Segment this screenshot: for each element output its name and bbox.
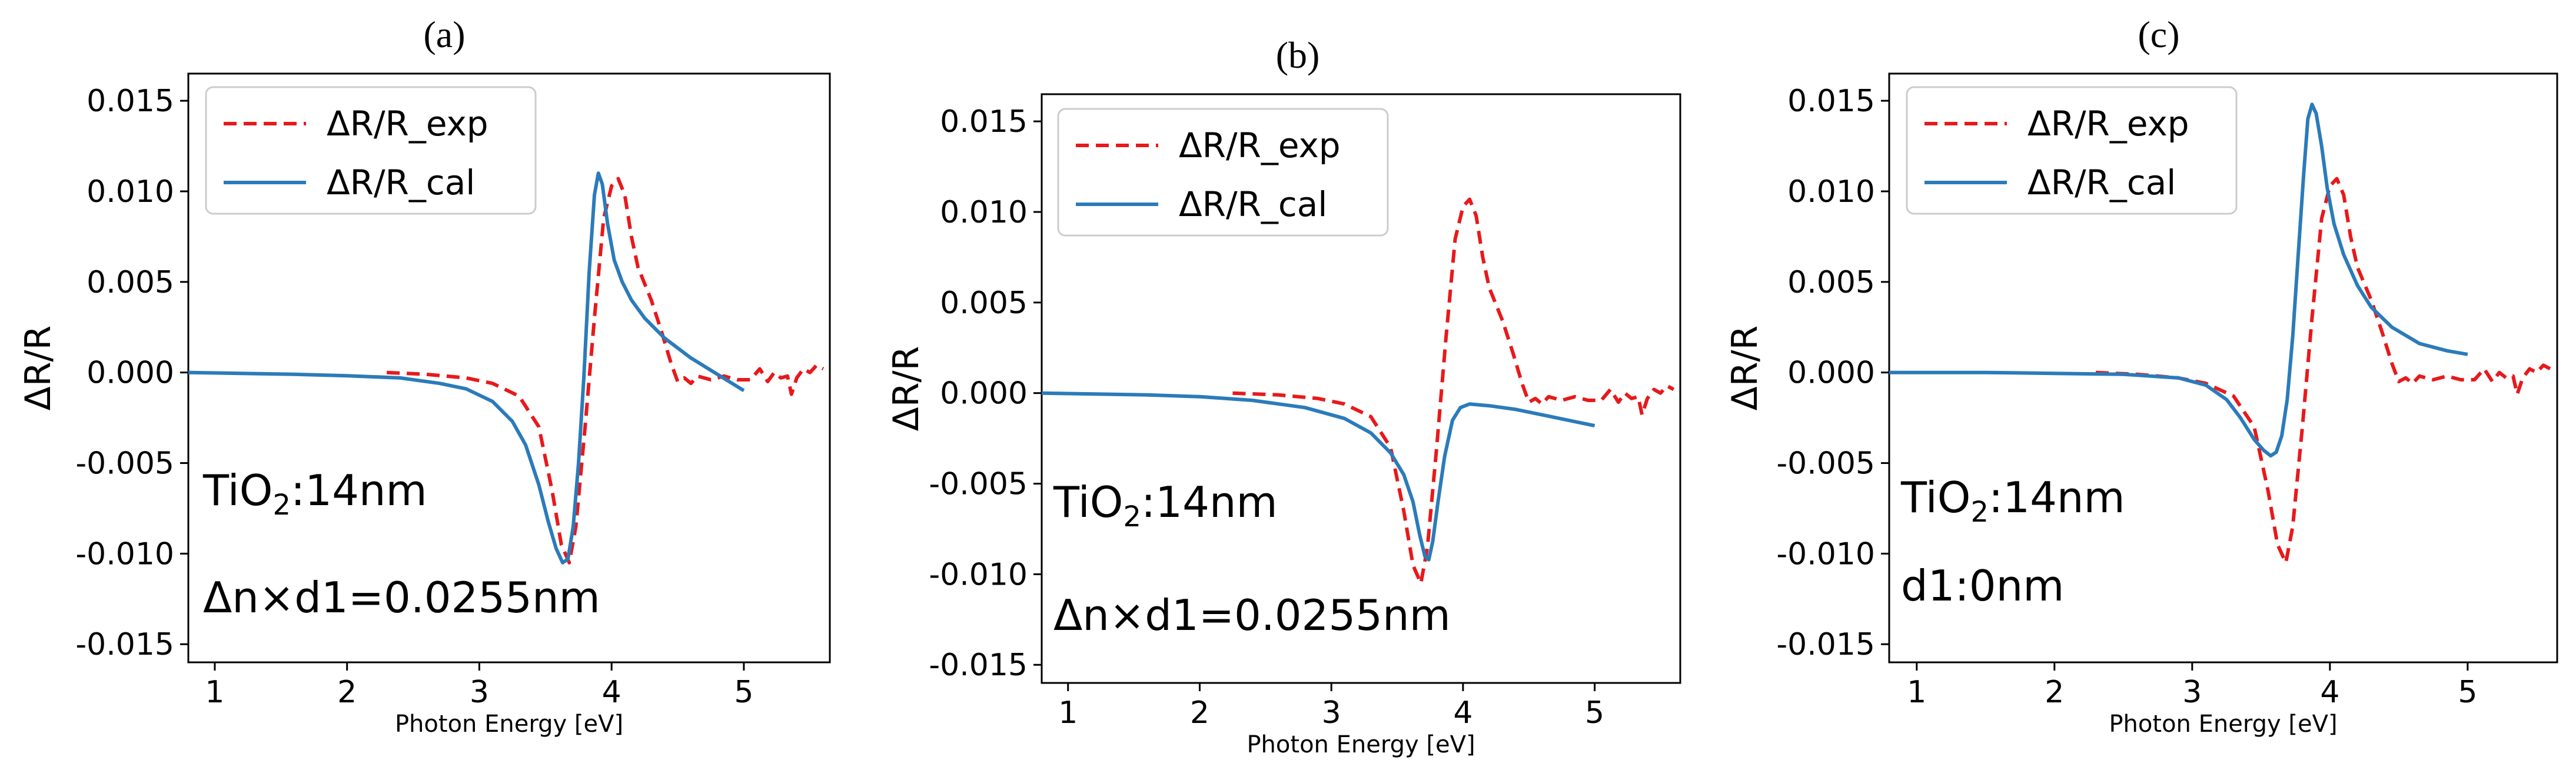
panel-a: (a) 0.015 0.010 0.005 0.000 -0.005 -0.010 -0.01…: [18, 14, 831, 738]
y-tick-label: -0.015: [75, 627, 174, 662]
legend-label: ΔR/R_exp: [327, 104, 488, 144]
x-axis-title: Photon Energy [eV]: [2109, 711, 2337, 738]
series-line-cal: [1042, 391, 1596, 562]
annotation-text: d1:0nm: [1901, 561, 2064, 611]
y-tick-label: 0.010: [1787, 174, 1875, 210]
x-axis-title: Photon Energy [eV]: [1247, 731, 1475, 758]
y-tick-label: -0.015: [1776, 627, 1875, 662]
y-tick-label: -0.005: [75, 446, 174, 482]
annotation-text: Δn×d1=0.0255nm: [1053, 591, 1451, 640]
x-tick-label: 1: [205, 675, 224, 710]
x-tick-label: 2: [337, 675, 357, 710]
y-tick-label: 0.005: [940, 286, 1028, 321]
y-tick-label: 0.000: [940, 376, 1028, 412]
series-line-cal: [188, 171, 745, 565]
y-tick-label: 0.015: [1787, 84, 1875, 119]
panel-c: (c) 0.015 0.010 0.005 0.000 -0.005 -0.010 -0.01…: [1724, 14, 2558, 738]
x-tick-label: 5: [2458, 675, 2477, 710]
y-tick-label: -0.005: [1776, 446, 1875, 482]
y-tick-label: 0.005: [1787, 265, 1875, 300]
legend-label: ΔR/R_cal: [327, 162, 475, 203]
x-tick-label: 3: [2182, 675, 2202, 710]
y-tick-label: -0.010: [75, 536, 174, 572]
series-line-exp: [2095, 177, 2551, 565]
annotation-text: Δn×d1=0.0255nm: [203, 573, 600, 622]
y-tick-label: 0.015: [940, 104, 1028, 140]
y-tick-label: 0.010: [87, 174, 174, 210]
y-axis-title: ΔR/R: [18, 326, 59, 411]
annotation-text: TiO2:14nm: [1053, 477, 1278, 533]
x-tick-label: 4: [1453, 695, 1473, 731]
series-line-exp: [1232, 197, 1675, 585]
panel-label: (c): [2138, 14, 2179, 55]
legend-label: ΔR/R_exp: [1179, 125, 1341, 165]
y-tick-label: 0.000: [1787, 356, 1875, 391]
y-tick-label: -0.015: [929, 648, 1028, 683]
series-line-cal: [1889, 102, 2468, 458]
y-axis-title: ΔR/R: [1724, 326, 1766, 411]
x-tick-label: 2: [2045, 675, 2064, 710]
y-tick-label: -0.010: [929, 557, 1028, 592]
y-tick-label: 0.015: [87, 84, 174, 119]
legend-label: ΔR/R_cal: [2027, 162, 2176, 203]
x-tick-label: 4: [2320, 675, 2339, 710]
annotation-text: TiO2:14nm: [202, 466, 427, 522]
legend-label: ΔR/R_exp: [2027, 104, 2189, 144]
x-tick-label: 4: [602, 675, 621, 710]
x-tick-label: 5: [1585, 695, 1604, 731]
series-line-exp: [386, 177, 825, 565]
y-tick-label: 0.005: [87, 265, 174, 300]
x-tick-label: 3: [470, 675, 489, 710]
x-axis-title: Photon Energy [eV]: [395, 711, 623, 738]
panel-label: (a): [423, 14, 465, 55]
y-tick-label: 0.000: [87, 356, 174, 391]
x-tick-label: 5: [734, 675, 753, 710]
x-tick-label: 2: [1190, 695, 1209, 731]
y-axis-title: ΔR/R: [886, 346, 927, 432]
x-tick-label: 1: [1907, 675, 1926, 710]
y-tick-label: -0.005: [929, 467, 1028, 502]
panel-label: (b): [1276, 34, 1320, 76]
y-tick-label: 0.010: [940, 195, 1028, 230]
annotation-text: TiO2:14nm: [1900, 473, 2125, 529]
x-tick-label: 1: [1058, 695, 1078, 731]
panel-b: (b) 0.015 0.010 0.005 0.000 -0.005 -0.010 -0.01…: [886, 34, 1681, 758]
x-tick-label: 3: [1322, 695, 1341, 731]
legend-label: ΔR/R_cal: [1179, 184, 1327, 224]
y-tick-label: -0.010: [1776, 536, 1875, 572]
